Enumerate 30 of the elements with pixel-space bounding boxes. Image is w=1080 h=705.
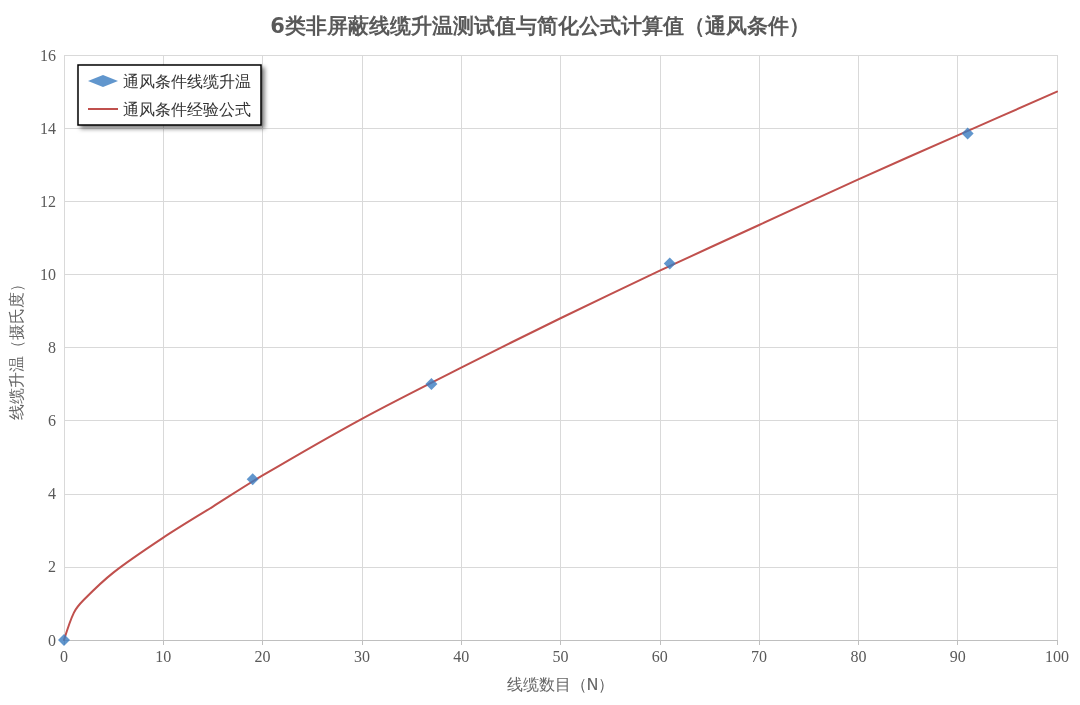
x-tick-label: 80 bbox=[850, 647, 867, 665]
y-tick-label: 8 bbox=[48, 339, 56, 356]
x-axis-title: 线缆数目（N） bbox=[506, 674, 615, 694]
x-tick-label: 50 bbox=[552, 647, 569, 665]
y-axis-title: 线缆升温（摄氏度） bbox=[6, 275, 26, 420]
legend-label: 通风条件经验公式 bbox=[123, 99, 251, 119]
x-tick-label: 10 bbox=[155, 647, 172, 665]
y-tick-label: 4 bbox=[48, 485, 56, 503]
x-tick-label: 100 bbox=[1045, 647, 1069, 665]
point bbox=[961, 127, 974, 140]
y-tick-label: 12 bbox=[40, 192, 56, 210]
y-tick-label: 10 bbox=[40, 265, 56, 283]
y-tick-label: 2 bbox=[48, 558, 56, 576]
x-tick-label: 40 bbox=[453, 647, 470, 665]
y-tick-label: 0 bbox=[48, 631, 56, 649]
y-tick-label: 6 bbox=[48, 412, 56, 430]
x-tick-label: 70 bbox=[751, 647, 768, 665]
point bbox=[246, 473, 259, 486]
point bbox=[58, 634, 70, 646]
chart-title: 6类非屏蔽线缆升温测试值与简化公式计算值（通风条件） bbox=[270, 13, 810, 38]
y-tick-label: 16 bbox=[40, 46, 56, 64]
x-tick-label: 0 bbox=[60, 647, 68, 665]
x-tick-label: 20 bbox=[254, 647, 271, 665]
point bbox=[663, 257, 676, 270]
x-tick-label: 60 bbox=[651, 647, 668, 665]
y-tick-label: 14 bbox=[40, 119, 56, 137]
x-tick-label: 90 bbox=[949, 647, 966, 665]
x-tick-label: 30 bbox=[353, 647, 370, 665]
point bbox=[425, 378, 438, 391]
legend-label: 通风条件线缆升温 bbox=[123, 71, 251, 91]
